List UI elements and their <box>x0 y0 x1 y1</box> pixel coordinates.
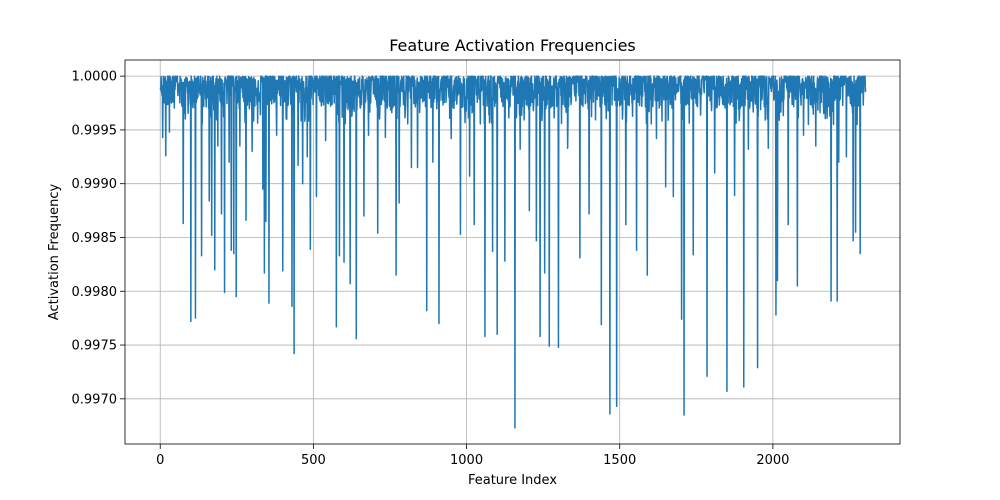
y-tick-label: 0.9995 <box>72 123 118 138</box>
y-tick-label: 0.9985 <box>72 231 118 246</box>
y-tick-label: 0.9975 <box>72 339 118 354</box>
activation-frequency-line <box>159 75 867 429</box>
series-layer <box>159 75 867 429</box>
x-tick-label: 0 <box>156 453 164 468</box>
y-tick-label: 0.9980 <box>72 285 118 300</box>
chart-title: Feature Activation Frequencies <box>389 36 636 55</box>
y-tick-label: 0.9970 <box>72 392 118 407</box>
x-tick-label: 1000 <box>450 453 483 468</box>
y-tick-label: 0.9990 <box>72 177 118 192</box>
tick-layer: 0 500 1000 1500 2000 0.9970 0.9975 0.9980 0.9985… <box>72 70 790 468</box>
x-tick-label: 500 <box>301 453 326 468</box>
y-tick-label: 1.0000 <box>72 70 118 85</box>
grid-layer <box>125 60 900 444</box>
x-tick-label: 2000 <box>756 453 789 468</box>
plot-frame <box>124 59 901 445</box>
x-tick-label: 1500 <box>603 453 636 468</box>
y-axis-label: Activation Frequency <box>47 184 62 321</box>
x-axis-label: Feature Index <box>468 473 557 488</box>
plot-area <box>125 60 900 444</box>
